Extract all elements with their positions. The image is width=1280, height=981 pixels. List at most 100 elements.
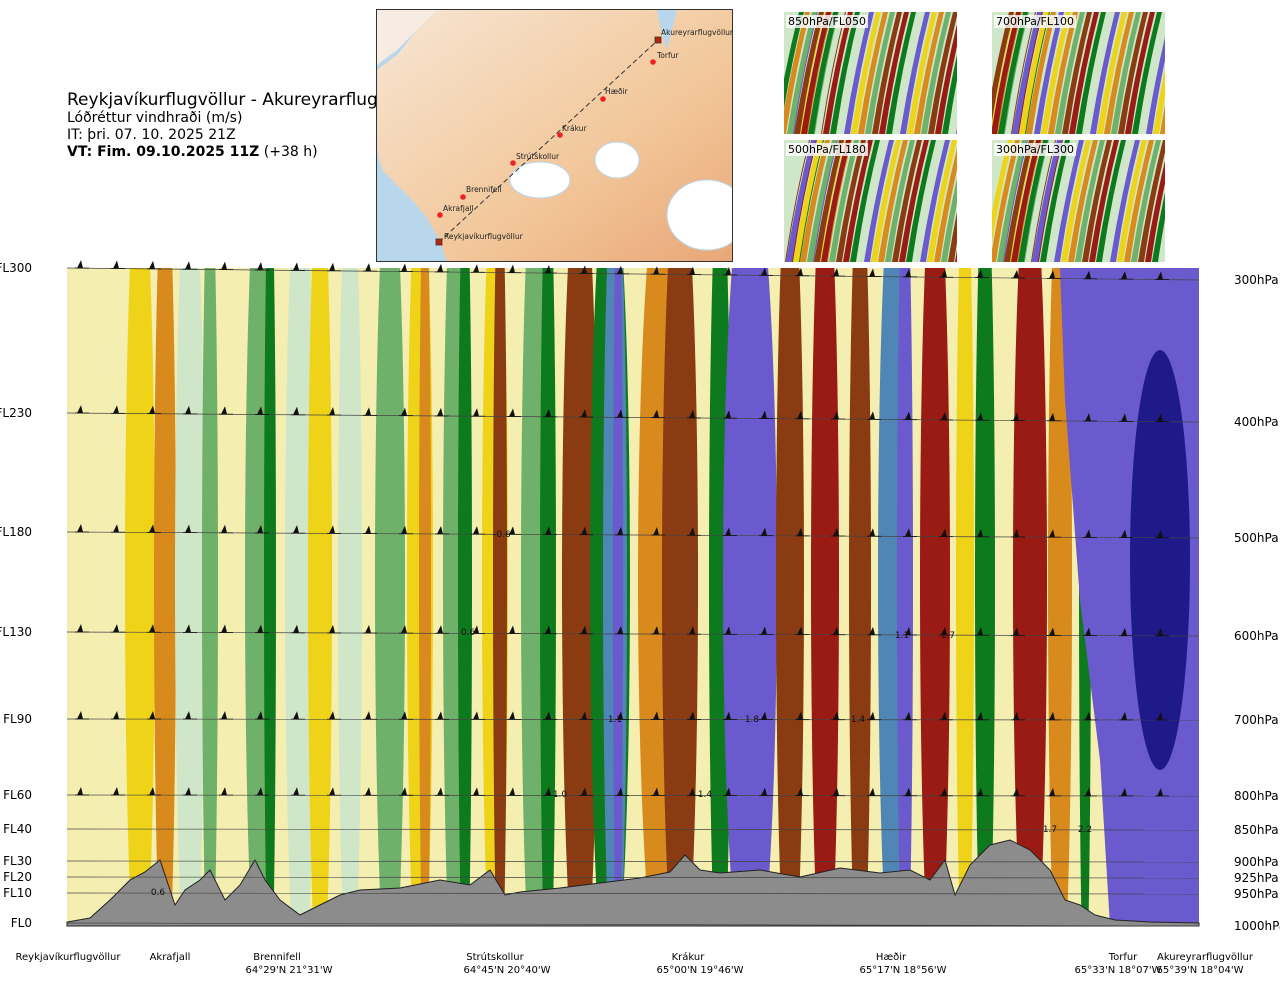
station-coord-label: 64°29'N 21°31'W <box>246 965 333 976</box>
valid-time-main: VT: Fim. 09.10.2025 11Z <box>67 144 260 160</box>
contour-label: 0.6 <box>461 628 476 638</box>
field-stripe <box>871 140 901 262</box>
pressure-levels <box>66 267 1200 927</box>
wind-barb <box>435 525 449 535</box>
field-stripe <box>1068 140 1098 262</box>
field-stripe <box>1018 140 1048 262</box>
wind-barb <box>1011 627 1025 636</box>
wind-barb <box>939 411 953 421</box>
wind-barb <box>1083 627 1097 636</box>
valid-time-lead: (+38 h) <box>263 144 318 160</box>
wind-barb <box>399 525 413 535</box>
wind-barb <box>1011 787 1025 797</box>
wind-barb <box>975 711 989 721</box>
wind-barb <box>759 787 773 797</box>
route-line <box>438 39 659 243</box>
level-line <box>66 267 1200 281</box>
field-stripe <box>879 12 909 134</box>
wind-barb <box>255 524 269 534</box>
contour-label: 1.7 <box>941 631 955 641</box>
level-line <box>66 794 1200 797</box>
wind-barb <box>975 787 989 797</box>
wind-barb <box>1155 271 1169 280</box>
wind-barb <box>147 711 161 720</box>
wind-barb <box>363 625 377 634</box>
wind-barb <box>219 624 233 633</box>
field-stripe <box>1004 140 1034 262</box>
field-stripe <box>1110 140 1140 262</box>
field-stripe <box>872 12 902 134</box>
wind-barb <box>795 711 809 721</box>
wind-barb <box>471 787 485 796</box>
wind-barb <box>147 405 161 415</box>
station-name-label: Reykjavíkurflugvöllur <box>16 951 122 963</box>
field-stripe <box>829 140 859 262</box>
field-stripe <box>1089 140 1119 262</box>
wind-barb <box>615 787 629 796</box>
field-stripe <box>794 12 824 134</box>
fl-tick-label: FL30 <box>3 854 32 868</box>
field-stripe <box>1048 12 1078 134</box>
field-stripe <box>878 140 908 262</box>
map-label-krakur: Krákur <box>562 124 587 133</box>
wind-barb <box>183 624 197 633</box>
wind-barb <box>471 264 485 273</box>
wind-barb <box>1155 529 1169 539</box>
wind-barb <box>1083 413 1097 422</box>
wind-barb <box>1155 711 1169 721</box>
wind-band <box>419 268 431 926</box>
field-stripe <box>1019 12 1049 134</box>
wind-band <box>849 268 871 926</box>
wind-barb <box>471 711 485 720</box>
marker-akrafjall <box>437 212 443 218</box>
field-stripe <box>913 140 943 262</box>
field-stripe <box>1026 12 1056 134</box>
wind-barb <box>651 626 665 635</box>
wind-barb <box>219 261 233 271</box>
wind-barb <box>831 411 845 420</box>
field-stripe <box>843 140 873 262</box>
mini-map-700-label: 700hPa/FL100 <box>994 15 1077 28</box>
wind-band <box>897 268 913 926</box>
field-stripe <box>1041 12 1071 134</box>
marker-strutskollur <box>510 160 516 166</box>
marker-akureyrarflugvollur <box>654 36 662 44</box>
level-line <box>66 860 1200 863</box>
station-name-label: Akureyrarflugvöllur <box>1157 952 1254 963</box>
wind-barb <box>363 711 377 720</box>
wind-band <box>482 268 508 926</box>
wind-barb <box>615 526 629 536</box>
wind-barb <box>579 409 593 418</box>
wind-barb <box>579 711 593 720</box>
wind-barb <box>111 405 125 414</box>
level-line <box>66 922 1200 927</box>
field-stripe <box>808 12 838 134</box>
mini-map-300-label: 300hPa/FL300 <box>994 143 1077 156</box>
wind-barb <box>327 787 341 796</box>
map-label-haedir: Hæðir <box>605 87 629 96</box>
station-name-label: Akrafjall <box>150 952 191 963</box>
station-coord-label: 65°33'N 18°07'W <box>1075 965 1162 976</box>
wind-band <box>956 268 974 926</box>
wind-band <box>613 268 623 926</box>
station-name-label: Strútskollur <box>466 951 524 963</box>
hpa-tick-label: 950hPa <box>1234 887 1279 901</box>
wind-barb <box>975 627 989 636</box>
mini-map-850-svg <box>774 12 993 134</box>
wind-bands <box>67 268 1199 926</box>
field-stripe <box>851 12 881 134</box>
wind-barb <box>543 711 557 720</box>
wind-barb <box>399 407 413 417</box>
hpa-tick-label: 700hPa <box>1234 713 1279 727</box>
wind-barb <box>939 787 953 797</box>
level-line <box>66 828 1200 831</box>
wind-band <box>709 268 731 926</box>
wind-barb <box>327 407 341 416</box>
wind-barb <box>975 269 989 279</box>
field-stripe <box>787 12 817 134</box>
mini-map-700-svg <box>984 12 1197 134</box>
field-stripe <box>914 12 944 134</box>
wind-barb <box>75 624 89 633</box>
field-stripe <box>836 140 866 262</box>
wind-barb <box>759 711 773 721</box>
